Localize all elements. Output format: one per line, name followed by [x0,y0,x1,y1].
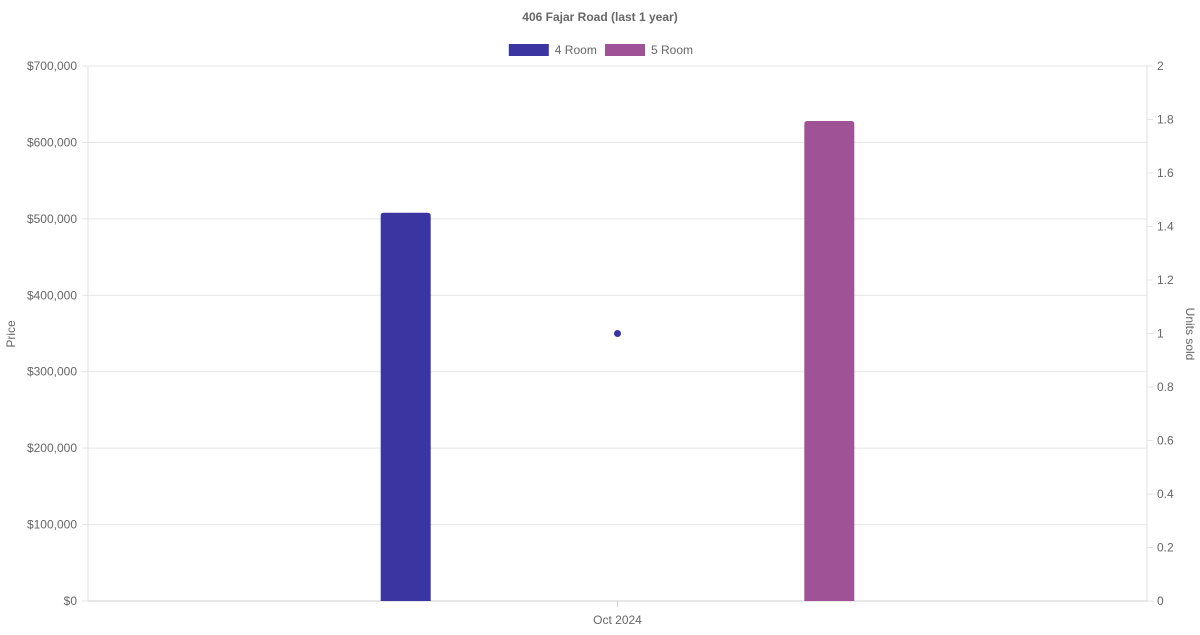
y2-tick-label: 0.8 [1157,380,1174,394]
legend-label: 5 Room [651,43,693,57]
y-tick-label: $700,000 [27,59,77,73]
legend-swatch [508,44,549,56]
y-tick-label: $0 [64,594,78,608]
legend-item-4-room: 4 Room [508,43,597,57]
y2-tick-label: 0.6 [1157,434,1174,448]
y-tick-label: $400,000 [27,288,77,302]
left-axis-ticks: $0 $100,000 $200,000 $300,000 $400,000 $500,0… [27,59,77,608]
y2-tick-label: 1.6 [1157,166,1174,180]
y-tick-label: $200,000 [27,441,77,455]
axes [87,66,1148,607]
y2-tick-label: 1.8 [1157,113,1174,127]
legend-swatch [605,44,645,56]
legend-label: 4 Room [555,43,597,57]
bar-4-room [380,212,431,601]
units-sold-point [614,330,621,337]
y2-tick-label: 1 [1157,327,1164,341]
y2-axis-label: Units sold [1183,308,1197,361]
bar-5-room [804,121,855,602]
right-axis-ticks: 0 0.2 0.4 0.6 0.8 1 1.2 1.4 1.6 1.8 2 [1157,59,1174,608]
y2-tick-label: 0.2 [1157,541,1174,555]
y2-tick-label: 0 [1157,594,1164,608]
legend-item-5-room: 5 Room [605,43,693,57]
y-tick-label: $100,000 [27,518,77,532]
chart-title: 406 Fajar Road (last 1 year) [522,10,677,24]
y-tick-label: $300,000 [27,365,77,379]
x-axis-ticks: Oct 2024 [593,613,642,627]
points [614,330,621,337]
y2-tick-label: 1.4 [1157,220,1174,234]
y-tick-label: $600,000 [27,135,77,149]
y2-tick-label: 0.4 [1157,487,1174,501]
y2-tick-label: 2 [1157,59,1164,73]
bars [380,121,855,602]
legend: 4 Room 5 Room [508,43,693,57]
x-tick-label: Oct 2024 [593,613,642,627]
grid-lines [82,65,1153,602]
y-axis-label: Price [4,320,18,348]
y-tick-label: $500,000 [27,212,77,226]
y2-tick-label: 1.2 [1157,273,1174,287]
